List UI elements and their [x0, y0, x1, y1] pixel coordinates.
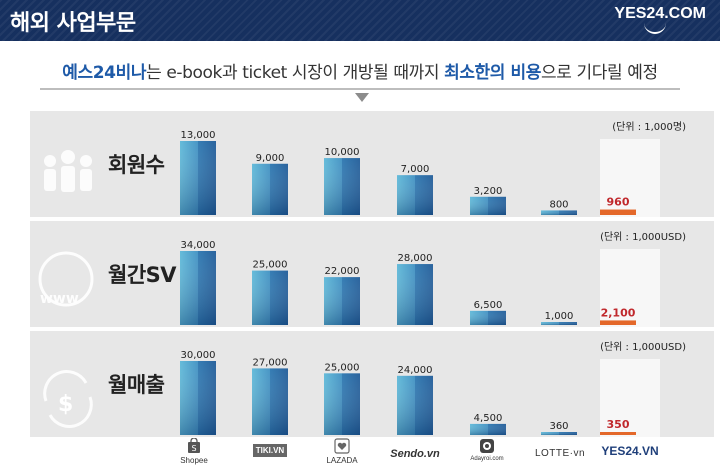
bar-shade-1-5 [470, 196, 506, 215]
bar-label-3-1: 30,000 [181, 350, 216, 361]
bar-label-2-4: 28,000 [398, 253, 433, 264]
bar-label-1-5: 3,200 [474, 186, 503, 197]
svg-text:$: $ [58, 392, 73, 417]
logo-shopee-text: Shopee [180, 456, 208, 465]
bar-shade-3-4 [397, 375, 433, 435]
bar-label-2-6: 1,000 [545, 311, 574, 322]
logo-yes24vn: YES24.VN [601, 444, 659, 458]
members-label: 회원수 [108, 153, 165, 177]
bar-shade-2-1 [180, 251, 216, 325]
subtitle-company: 예스24비나 [62, 63, 147, 83]
header-pattern [0, 0, 720, 41]
logo-shopee: S Shopee [172, 437, 216, 465]
bar-label-3-5: 4,500 [474, 413, 503, 424]
logo-adayroi-text: Adayroi.com [470, 456, 504, 462]
logo-lazada: LAZADA [318, 438, 366, 465]
bar-label-3-3: 25,000 [325, 362, 360, 373]
bar-shade-1-1 [180, 141, 216, 215]
bar-shade-2-3 [324, 277, 360, 325]
bar-label-3-7: 350 [607, 418, 630, 431]
bar-shade-3-2 [252, 368, 288, 435]
bar-3-7 [600, 432, 636, 435]
sales-volume-unit: (단위 : 1,000USD) [600, 232, 686, 243]
bar-shade-3-3 [324, 373, 360, 435]
bar-shade-2-6 [541, 322, 577, 325]
logo-lotte: LOTTE·vn [534, 448, 586, 459]
bar-label-2-3: 22,000 [325, 266, 360, 277]
bar-shade-1-6 [541, 210, 577, 215]
bar-shade-3-5 [470, 423, 506, 435]
logo-adayroi: Adayroi.com [462, 438, 512, 462]
logo-lazada-text: LAZADA [326, 456, 358, 465]
bar-shade-1-2 [252, 163, 288, 215]
dollar-cycle-icon: $ [43, 370, 93, 428]
bar-shade-2-4 [397, 264, 433, 325]
svg-text:www: www [40, 291, 79, 307]
shopee-bag-icon: S [188, 437, 200, 453]
highlight-column [600, 139, 660, 217]
members-unit: (단위 : 1,000명) [612, 122, 686, 133]
www-globe-icon: www [38, 251, 94, 307]
revenue-label: 월매출 [108, 373, 165, 397]
lazada-heart-icon [334, 438, 350, 454]
subtitle-highlight: 최소한의 비용 [444, 63, 542, 83]
bar-label-3-2: 27,000 [253, 357, 288, 368]
bar-label-2-5: 6,500 [474, 300, 503, 311]
highlight-column [600, 249, 660, 327]
bar-label-3-4: 24,000 [398, 365, 433, 376]
bar-label-1-4: 7,000 [401, 164, 430, 175]
bar-label-1-3: 10,000 [325, 147, 360, 158]
subtitle-text-1: 는 e-book과 ticket 시장이 개방될 때까지 [146, 63, 445, 83]
bar-label-2-7: 2,100 [601, 306, 636, 319]
page-title: 해외 사업부문 [10, 11, 136, 36]
header-bar: 해외 사업부문 YES24.COM [0, 0, 720, 41]
yes24-logo: YES24.COM [614, 5, 706, 22]
bar-shade-1-3 [324, 158, 360, 215]
subtitle: 예스24비나는 e-book과 ticket 시장이 개방될 때까지 최소한의 … [0, 58, 720, 83]
bar-shade-2-2 [252, 270, 288, 325]
logo-tiki: TIKI.VN [248, 444, 292, 457]
bar-label-1-2: 9,000 [256, 153, 285, 164]
sales-volume-label: 월간SV [108, 263, 177, 287]
logo-tiki-text: TIKI.VN [252, 444, 288, 457]
adayroi-icon [480, 439, 494, 453]
company-logos: S Shopee TIKI.VN LAZADA Sendo.vn Adayroi… [0, 436, 720, 473]
subtitle-divider [40, 88, 680, 90]
bar-label-1-6: 800 [549, 199, 568, 210]
people-icon [44, 150, 92, 192]
bar-label-2-1: 34,000 [181, 240, 216, 251]
revenue-panel: $ 월매출 (단위 : 1,000USD) [30, 331, 714, 437]
bar-shade-2-5 [470, 310, 506, 325]
logo-sendo: Sendo.vn [390, 448, 440, 460]
bar-label-1-1: 13,000 [181, 130, 216, 141]
subtitle-text-2: 으로 기다릴 예정 [541, 63, 658, 83]
bar-1-7 [600, 209, 636, 215]
highlight-column [600, 359, 660, 437]
svg-text:S: S [192, 444, 197, 453]
bar-label-2-2: 25,000 [253, 260, 288, 271]
bar-shade-3-6 [541, 432, 577, 435]
bar-label-1-7: 960 [607, 196, 630, 209]
bar-2-7 [600, 320, 636, 325]
bar-label-3-6: 360 [549, 421, 568, 432]
smile-logo-icon [644, 22, 666, 34]
bar-shade-1-4 [397, 175, 433, 215]
sales-volume-panel: www 월간SV (단위 : 1,000USD) [30, 221, 714, 327]
revenue-unit: (단위 : 1,000USD) [600, 342, 686, 353]
bar-shade-3-1 [180, 361, 216, 435]
members-panel: 회원수 (단위 : 1,000명) [30, 111, 714, 217]
down-arrow-icon [355, 93, 369, 102]
